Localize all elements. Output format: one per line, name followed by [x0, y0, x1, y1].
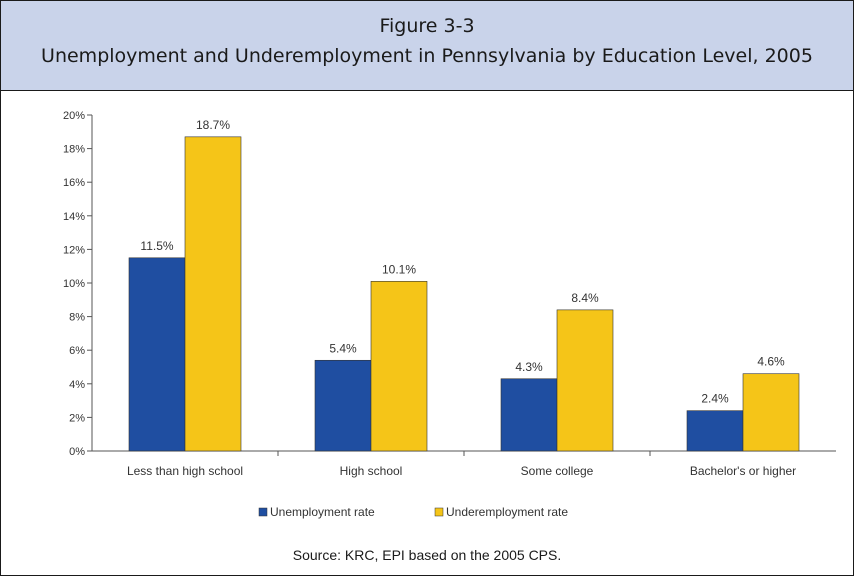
y-tick-label: 6%	[69, 345, 85, 357]
bar	[184, 136, 242, 452]
y-tick-label: 8%	[69, 312, 85, 324]
bar-chart: 0% 2% 4% 6% 8% 10% 12% 14% 16% 18% 20% 11.5% 18.7% Le…	[63, 110, 836, 519]
bar	[370, 281, 428, 452]
y-tick-label: 0%	[69, 446, 85, 458]
bar	[314, 359, 372, 452]
y-tick-label: 14%	[63, 211, 85, 223]
figure-title: Unemployment and Underemployment in Penn…	[41, 45, 813, 67]
bar	[742, 373, 800, 452]
legend-label: Underemployment rate	[446, 505, 568, 519]
y-tick-label: 16%	[63, 177, 85, 189]
bar	[500, 378, 558, 452]
legend-label: Unemployment rate	[270, 505, 375, 519]
bar	[556, 309, 614, 452]
data-label: 11.5%	[140, 239, 173, 253]
y-tick-label: 2%	[69, 412, 85, 424]
bar	[128, 257, 186, 452]
bar	[686, 410, 744, 452]
data-label: 5.4%	[329, 341, 357, 355]
x-tick-label: Less than high school	[127, 464, 243, 478]
x-tick-label: High school	[340, 464, 403, 478]
y-tick-label: 20%	[63, 110, 85, 122]
data-label: 18.7%	[196, 118, 230, 132]
data-label: 10.1%	[382, 262, 416, 276]
figure-source: Source: KRC, EPI based on the 2005 CPS.	[292, 547, 562, 563]
x-tick-label: Some college	[521, 464, 594, 478]
y-tick-label: 4%	[69, 379, 85, 391]
y-tick-label: 12%	[63, 244, 85, 256]
data-label: 4.3%	[515, 360, 543, 374]
legend-swatch	[434, 507, 444, 517]
figure-header: Figure 3-3 Unemployment and Underemploym…	[1, 1, 853, 91]
y-tick-label: 10%	[63, 278, 85, 290]
legend-swatch	[258, 507, 268, 517]
data-label: 8.4%	[571, 291, 599, 305]
y-tick-label: 18%	[63, 144, 85, 156]
figure-number: Figure 3-3	[379, 15, 475, 37]
data-label: 4.6%	[757, 355, 785, 369]
x-tick-label: Bachelor's or higher	[690, 464, 796, 478]
data-label: 2.4%	[701, 392, 729, 406]
